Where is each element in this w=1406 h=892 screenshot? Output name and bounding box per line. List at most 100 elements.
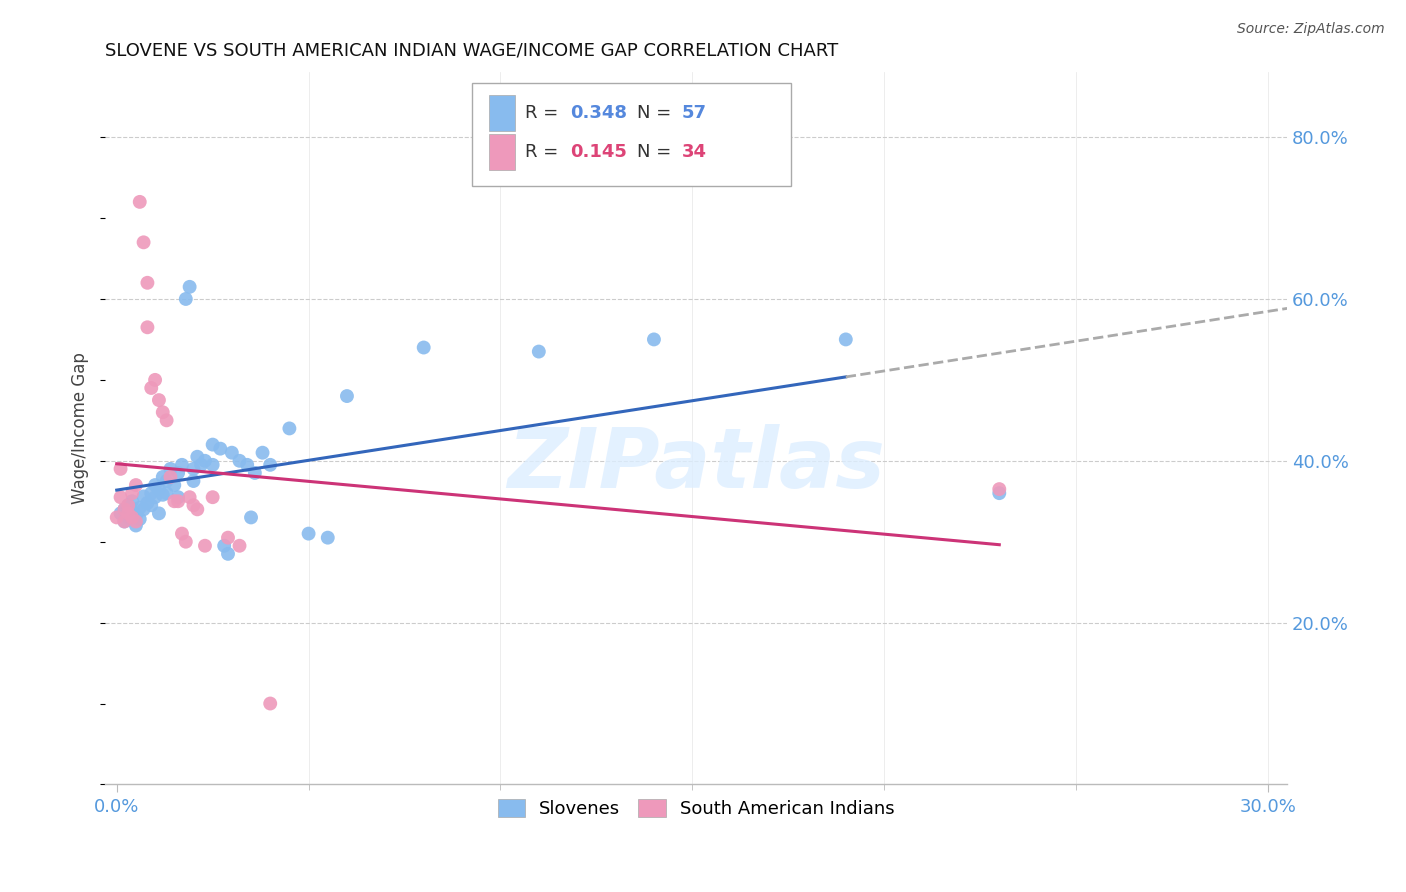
Text: 34: 34 (682, 144, 707, 161)
Point (152, 470, 174, 484)
Point (183, 498, 205, 512)
Point (152, 488, 174, 502)
Point (105, 510, 128, 524)
Text: SLOVENE VS SOUTH AMERICAN INDIAN WAGE/INCOME GAP CORRELATION CHART: SLOVENE VS SOUTH AMERICAN INDIAN WAGE/IN… (105, 42, 838, 60)
Point (143, 478, 166, 492)
Text: 0.145: 0.145 (569, 144, 627, 161)
Point (155, 486, 177, 500)
Point (136, 320, 159, 334)
Point (148, 507, 170, 521)
Point (228, 539, 250, 553)
Legend: Slovenes, South American Indians: Slovenes, South American Indians (491, 792, 901, 825)
Point (148, 393, 170, 408)
Text: Source: ZipAtlas.com: Source: ZipAtlas.com (1237, 22, 1385, 37)
Point (121, 510, 143, 524)
Point (336, 389, 359, 403)
Point (167, 490, 190, 504)
Point (259, 458, 281, 472)
Point (121, 494, 143, 508)
Point (988, 482, 1011, 496)
Point (412, 341, 434, 355)
Point (201, 490, 224, 504)
Point (209, 442, 232, 456)
Point (240, 510, 263, 524)
Point (252, 446, 274, 460)
Text: R =: R = (524, 104, 564, 122)
Point (155, 474, 177, 488)
Point (121, 486, 143, 500)
Text: N =: N = (637, 104, 678, 122)
Point (186, 502, 208, 516)
Point (112, 502, 135, 516)
Point (159, 462, 181, 476)
Text: R =: R = (524, 144, 564, 161)
Point (121, 504, 143, 518)
FancyBboxPatch shape (489, 135, 516, 170)
Point (179, 490, 201, 504)
Point (174, 292, 197, 306)
Point (167, 494, 190, 508)
Point (201, 458, 224, 472)
Point (194, 454, 217, 468)
Point (278, 421, 301, 435)
Point (141, 498, 163, 512)
Point (179, 280, 201, 294)
Point (297, 526, 319, 541)
FancyBboxPatch shape (489, 95, 516, 131)
Point (217, 547, 239, 561)
Point (136, 496, 159, 510)
Point (183, 474, 205, 488)
Point (259, 697, 281, 711)
Point (201, 437, 224, 451)
FancyBboxPatch shape (471, 83, 790, 186)
Point (148, 482, 170, 496)
Point (132, 502, 155, 516)
Point (152, 405, 174, 419)
Point (125, 508, 148, 523)
Point (527, 344, 550, 359)
Point (128, 512, 150, 526)
Point (143, 490, 166, 504)
Point (143, 373, 166, 387)
Point (136, 276, 159, 290)
Point (141, 381, 163, 395)
Point (163, 494, 186, 508)
Point (112, 515, 135, 529)
Point (132, 235, 155, 250)
Point (117, 510, 139, 524)
Point (194, 539, 217, 553)
Point (155, 413, 177, 427)
Point (217, 531, 239, 545)
Point (141, 486, 163, 500)
Point (643, 333, 665, 347)
Point (117, 498, 139, 512)
Point (110, 462, 132, 476)
Point (186, 450, 208, 464)
Point (128, 500, 150, 515)
Point (110, 490, 132, 504)
Point (835, 333, 858, 347)
Text: N =: N = (637, 144, 678, 161)
Point (117, 507, 139, 521)
Point (110, 507, 132, 521)
Point (170, 526, 193, 541)
Point (190, 458, 212, 472)
Point (170, 458, 193, 472)
Point (159, 470, 181, 484)
Point (112, 515, 135, 529)
Point (167, 466, 190, 480)
Point (236, 458, 259, 472)
Point (128, 194, 150, 209)
Text: 0.348: 0.348 (569, 104, 627, 122)
Text: 57: 57 (682, 104, 707, 122)
Point (125, 518, 148, 533)
Point (125, 478, 148, 492)
Point (174, 534, 197, 549)
Point (988, 486, 1011, 500)
Text: ZIPatlas: ZIPatlas (508, 424, 886, 505)
Point (316, 531, 339, 545)
Point (228, 454, 250, 468)
Point (132, 489, 155, 503)
Point (183, 462, 205, 476)
Point (117, 498, 139, 512)
